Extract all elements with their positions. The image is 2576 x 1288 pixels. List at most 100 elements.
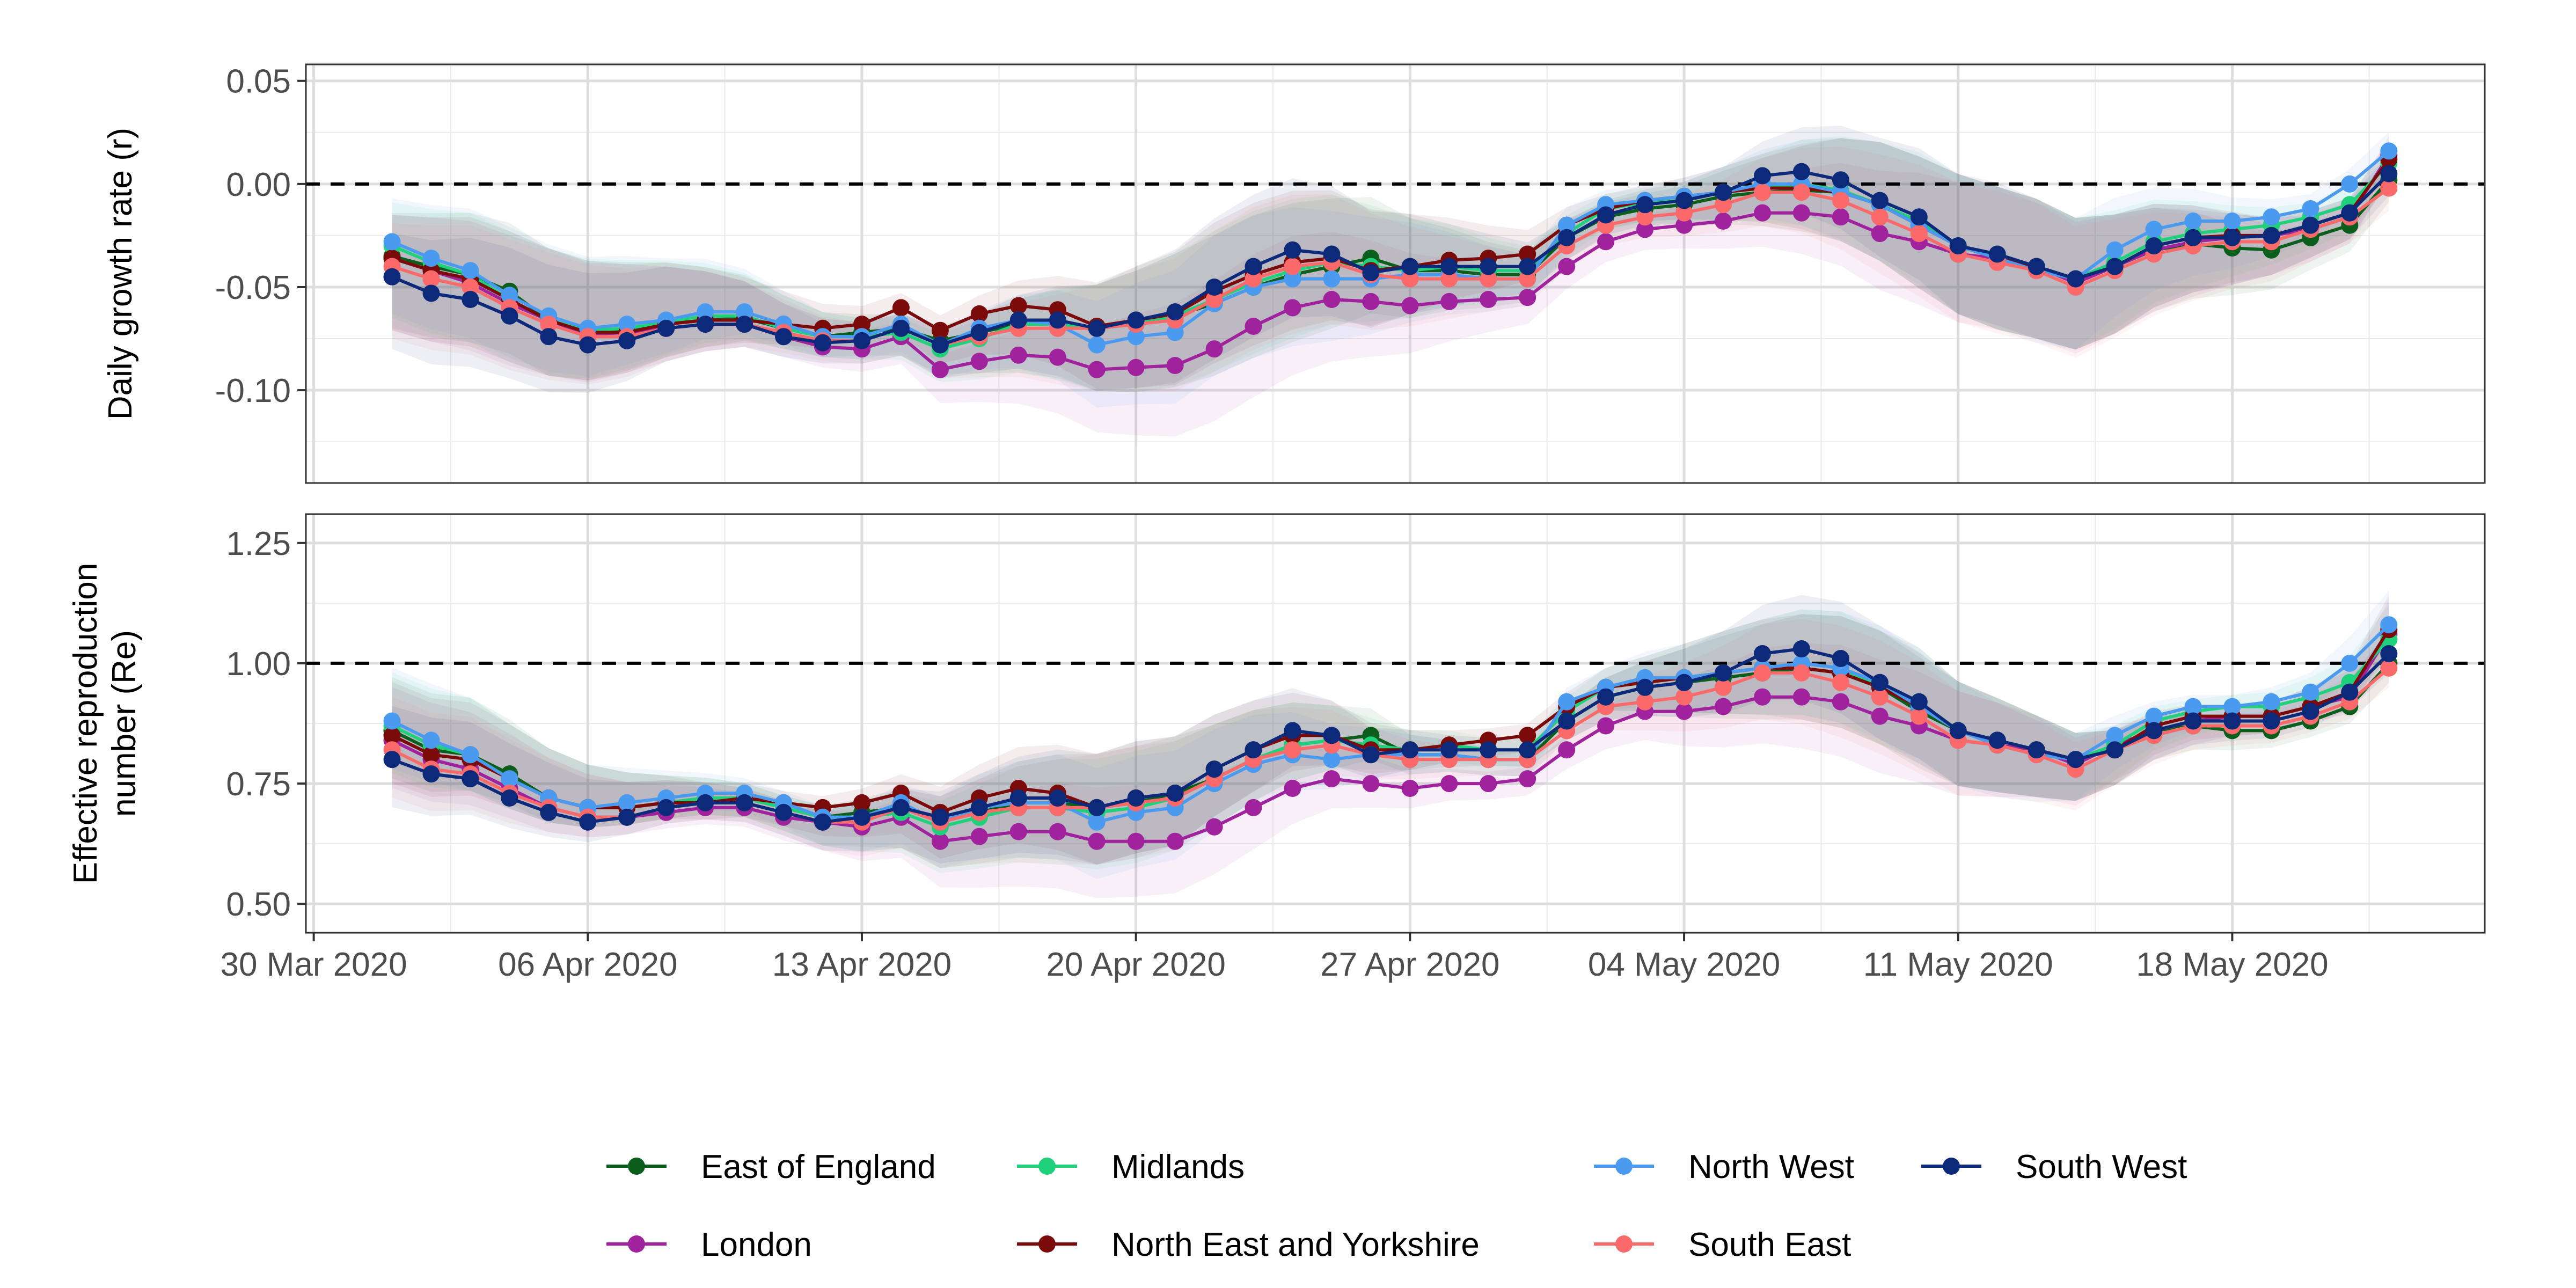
data-point-south-east (1636, 693, 1654, 711)
data-point-south-west (1440, 258, 1458, 275)
data-point-south-east (1440, 270, 1458, 288)
data-point-north-west (1323, 270, 1341, 288)
data-point-london (1009, 346, 1027, 364)
data-point-south-west (1401, 258, 1419, 275)
data-point-london (1284, 780, 1301, 797)
data-point-north-west (2223, 698, 2241, 715)
data-point-south-west (2341, 683, 2359, 701)
data-point-north-east-and-yorkshire (970, 305, 988, 323)
data-point-south-west (1088, 799, 1106, 816)
data-point-north-west (462, 262, 479, 280)
data-point-south-east (1792, 184, 1810, 201)
data-point-south-west (1558, 229, 1576, 246)
data-point-london (1440, 775, 1458, 793)
data-point-south-west (1284, 241, 1301, 259)
data-point-north-west (2341, 175, 2359, 193)
data-point-south-west (736, 794, 753, 811)
data-point-south-west (970, 324, 988, 341)
data-point-north-west (2223, 213, 2241, 230)
data-point-london (1519, 289, 1536, 306)
data-point-south-east (1480, 270, 1497, 288)
data-point-north-west (2145, 221, 2163, 238)
growth-rate-y-axis-title: Daily growth rate (r) (102, 128, 139, 420)
data-point-london (1323, 770, 1341, 788)
legend-label: Midlands (1111, 1148, 1245, 1185)
data-point-south-west (540, 328, 558, 346)
legend-key-point (1615, 1158, 1633, 1175)
data-point-north-west (422, 250, 440, 267)
data-point-north-west (1284, 270, 1301, 288)
legend-label: North East and Yorkshire (1111, 1226, 1480, 1263)
y-tick-label: 0.50 (226, 886, 291, 923)
data-point-south-west (1597, 206, 1615, 224)
data-point-south-west (1009, 789, 1027, 807)
x-tick-label: 06 Apr 2020 (498, 946, 677, 983)
reproduction-number-panel: 1.25 1.00 0.75 0.50 Effective reproductionn… (67, 513, 2486, 934)
data-point-north-east-and-yorkshire (1519, 727, 1536, 744)
data-point-north-west (618, 794, 636, 811)
data-point-north-west (422, 731, 440, 749)
data-point-south-east (1675, 204, 1693, 222)
data-point-south-west (2223, 229, 2241, 246)
data-point-north-west (462, 746, 479, 764)
data-point-north-west (2106, 727, 2124, 744)
data-point-south-east (1675, 688, 1693, 706)
data-point-south-west (2028, 258, 2045, 275)
data-point-london (1127, 832, 1145, 850)
legend-item-midlands: Midlands (1017, 1148, 1245, 1185)
series-south-west (383, 640, 2398, 831)
data-point-london (1362, 292, 1380, 310)
data-point-south-west (1871, 192, 1889, 209)
data-point-south-west (1127, 311, 1145, 329)
data-point-south-west (1832, 650, 1849, 667)
data-point-south-east (1910, 707, 1928, 725)
legend-item-north-west: North West (1594, 1148, 1854, 1185)
series-line-south-west (391, 170, 2390, 347)
data-point-south-west (1401, 741, 1419, 759)
data-point-north-east-and-yorkshire (1519, 245, 1536, 263)
data-point-london (1440, 292, 1458, 310)
data-point-south-west (1675, 192, 1693, 209)
data-point-south-west (1049, 789, 1066, 807)
data-point-south-west (2380, 165, 2398, 182)
data-point-south-west (1949, 237, 1967, 255)
data-point-south-west (970, 799, 988, 816)
data-point-south-west (462, 770, 479, 788)
legend-key-point (1038, 1158, 1056, 1175)
data-point-london (1871, 225, 1889, 243)
series-line-south-west (391, 647, 2390, 824)
data-point-london (1401, 780, 1419, 797)
data-point-south-west (2028, 741, 2045, 759)
data-point-north-west (501, 287, 518, 304)
data-point-south-west (2067, 270, 2084, 288)
data-point-london (931, 361, 949, 378)
data-point-south-west (1166, 303, 1184, 321)
y-tick-label: -0.10 (215, 372, 291, 409)
y-tick-label: -0.05 (215, 269, 291, 306)
data-point-south-west (1205, 279, 1223, 296)
data-point-north-west (1558, 216, 1576, 234)
reproduction-number-panel-frame (305, 513, 2486, 934)
x-tick-label: 11 May 2020 (1863, 946, 2053, 983)
data-point-london (1205, 818, 1223, 836)
data-point-north-west (383, 712, 401, 730)
data-point-london (970, 353, 988, 370)
data-point-south-east (1715, 678, 1732, 696)
data-point-london (1284, 299, 1301, 317)
data-point-south-west (1832, 171, 1849, 189)
data-point-south-west (1362, 264, 1380, 282)
legend-item-south-west: South West (1921, 1148, 2187, 1185)
legend-key-point (1038, 1235, 1056, 1253)
data-point-south-west (2145, 722, 2163, 740)
data-point-south-east (1754, 184, 1771, 201)
data-point-south-west (2106, 258, 2124, 275)
legend-item-south-east: South East (1594, 1226, 1851, 1263)
y-tick-label: 0.05 (226, 63, 291, 100)
data-point-north-west (2341, 654, 2359, 672)
data-point-south-west (814, 334, 831, 352)
data-point-south-west (618, 332, 636, 349)
x-tick-label: 13 Apr 2020 (772, 946, 952, 983)
date-x-axis: 30 Mar 2020 06 Apr 2020 13 Apr 2020 20 Apr … (221, 933, 2329, 983)
data-point-london (1127, 358, 1145, 376)
data-point-north-west (1166, 324, 1184, 341)
